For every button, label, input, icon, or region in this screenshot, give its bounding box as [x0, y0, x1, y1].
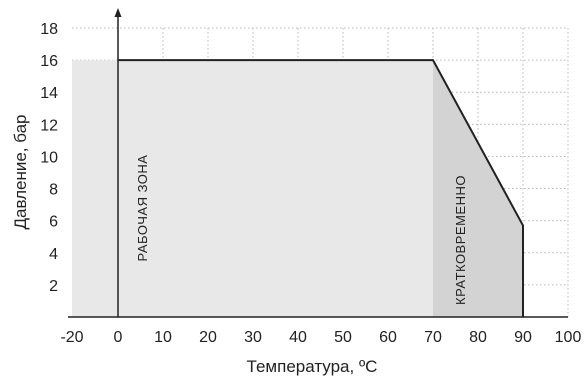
x-tick-label: 20 — [199, 329, 217, 346]
y-tick-label: 18 — [40, 21, 58, 38]
short-term-label: КРАТКОВРЕМЕННО — [453, 175, 468, 305]
y-tick-label: 6 — [49, 214, 58, 231]
boundary — [118, 59, 524, 317]
max-pressure-boundary-line — [118, 59, 524, 317]
x-tick-label: 70 — [424, 329, 442, 346]
tick-labels: -20 0 10 20 30 40 50 60 70 80 90 100 2 4 6 8 10 12 14 16 18 — [40, 21, 581, 346]
x-tick-label: 10 — [154, 329, 172, 346]
y-tick-label: 10 — [40, 149, 58, 166]
x-tick-label: 40 — [289, 329, 307, 346]
x-tick-label: -20 — [60, 329, 83, 346]
working-zone-label: РАБОЧАЯ ЗОНА — [135, 155, 150, 262]
x-tick-label: 30 — [244, 329, 262, 346]
y-tick-label: 4 — [49, 246, 58, 263]
working-zone-region — [72, 60, 433, 317]
y-tick-label: 2 — [49, 278, 58, 295]
x-tick-label: 80 — [469, 329, 487, 346]
labels: Температура, ºС Давление, бар РАБОЧАЯ ЗОНА… — [11, 114, 468, 376]
y-tick-label: 14 — [40, 85, 58, 102]
x-tick-label: 50 — [334, 329, 352, 346]
y-axis-arrow-icon — [114, 8, 122, 17]
x-tick-label: 60 — [379, 329, 397, 346]
axes — [68, 8, 568, 318]
y-axis-title: Давление, бар — [11, 114, 30, 229]
x-tick-label: 100 — [555, 329, 582, 346]
regions — [72, 60, 523, 317]
x-tick-label: 90 — [514, 329, 532, 346]
short-term-region — [433, 60, 523, 317]
x-axis-title: Температура, ºС — [247, 357, 378, 376]
y-tick-label: 8 — [49, 182, 58, 199]
x-tick-label: 0 — [114, 329, 123, 346]
y-tick-label: 16 — [40, 53, 58, 70]
y-tick-label: 12 — [40, 117, 58, 134]
